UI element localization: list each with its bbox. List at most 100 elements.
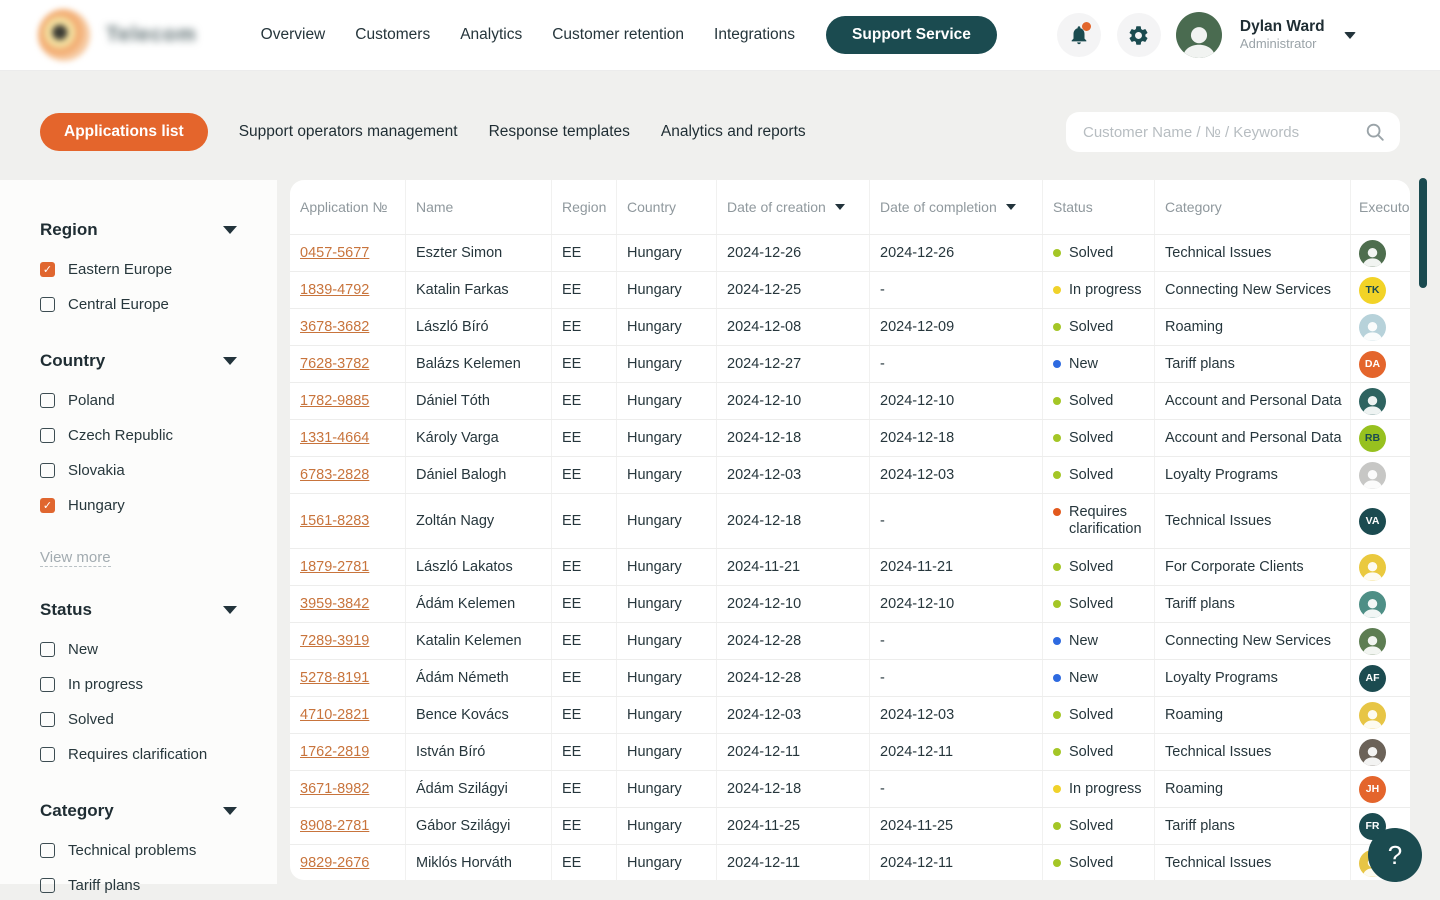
column-header-date-of-completion[interactable]: Date of completion [870, 180, 1043, 234]
checkbox-unchecked[interactable] [40, 642, 55, 657]
filter-section-header-category[interactable]: Category [40, 801, 237, 821]
filter-option-in-progress[interactable]: In progress [40, 671, 237, 698]
checkbox-unchecked[interactable] [40, 878, 55, 893]
checkbox-checked[interactable]: ✓ [40, 498, 55, 513]
support-service-button[interactable]: Support Service [826, 16, 997, 54]
application-number-link[interactable]: 1331-4664 [300, 430, 370, 446]
status-dot-icon [1053, 674, 1061, 682]
checkbox-unchecked[interactable] [40, 677, 55, 692]
help-button[interactable]: ? [1368, 828, 1422, 882]
filter-option-technical-problems[interactable]: Technical problems [40, 837, 237, 864]
cell-name: Dániel Tóth [406, 383, 552, 419]
application-number-link[interactable]: 1762-2819 [300, 744, 370, 760]
application-number-link[interactable]: 3678-3682 [300, 319, 370, 335]
sort-desc-icon[interactable] [834, 204, 845, 210]
executor-avatar [1359, 313, 1386, 341]
nav-item-analytics[interactable]: Analytics [460, 26, 523, 43]
table-row[interactable]: 5278-8191 Ádám Németh EE Hungary 2024-12-28-… [290, 659, 1410, 696]
cell-executor: AF [1351, 660, 1410, 696]
table-row[interactable]: 3959-3842 Ádám Kelemen EE Hungary 2024-12-10… [290, 585, 1410, 622]
tab-applications-list[interactable]: Applications list [40, 113, 208, 151]
filter-option-hungary[interactable]: ✓ Hungary [40, 492, 237, 519]
filter-option-poland[interactable]: Poland [40, 387, 237, 414]
cell-date-of-creation: 2024-12-11 [717, 845, 870, 880]
checkbox-unchecked[interactable] [40, 463, 55, 478]
table-row[interactable]: 1561-8283 Zoltán Nagy EE Hungary 2024-12-18-… [290, 493, 1410, 548]
filter-option-tariff-plans[interactable]: Tariff plans [40, 872, 237, 899]
scrollbar-thumb[interactable] [1419, 178, 1427, 288]
application-number-link[interactable]: 1839-4792 [300, 282, 370, 298]
nav-item-customers[interactable]: Customers [355, 26, 431, 43]
table-row[interactable]: 7628-3782 Balázs Kelemen EE Hungary 2024-12-… [290, 345, 1410, 382]
application-number-link[interactable]: 0457-5677 [300, 245, 370, 261]
filter-option-solved[interactable]: Solved [40, 706, 237, 733]
filter-option-label: New [68, 641, 99, 658]
application-number-link[interactable]: 1561-8283 [300, 513, 370, 529]
filter-option-central-europe[interactable]: Central Europe [40, 291, 237, 318]
column-header-category: Category [1155, 180, 1351, 234]
table-row[interactable]: 8908-2781 Gábor Szilágyi EE Hungary 2024-11-… [290, 807, 1410, 844]
search-icon[interactable] [1364, 121, 1386, 143]
checkbox-unchecked[interactable] [40, 712, 55, 727]
column-header-date-of-creation[interactable]: Date of creation [717, 180, 870, 234]
table-row[interactable]: 6783-2828 Dániel Balogh EE Hungary 2024-12-0… [290, 456, 1410, 493]
checkbox-unchecked[interactable] [40, 297, 55, 312]
application-number-link[interactable]: 7289-3919 [300, 633, 370, 649]
applications-table: Application № Name Region Country Date of cr… [290, 180, 1410, 880]
application-number-link[interactable]: 3959-3842 [300, 596, 370, 612]
notifications-button[interactable] [1056, 13, 1101, 57]
application-number-link[interactable]: 7628-3782 [300, 356, 370, 372]
table-row[interactable]: 9829-2676 Miklós Horváth EE Hungary 2024-12-… [290, 844, 1410, 880]
tab-support-operators-management[interactable]: Support operators management [238, 123, 458, 140]
chevron-down-icon[interactable] [223, 807, 237, 815]
checkbox-unchecked[interactable] [40, 428, 55, 443]
checkbox-checked[interactable]: ✓ [40, 262, 55, 277]
nav-item-customer-retention[interactable]: Customer retention [552, 26, 685, 43]
view-more-link[interactable]: View more [40, 549, 111, 567]
cell-region: EE [552, 697, 617, 733]
checkbox-unchecked[interactable] [40, 843, 55, 858]
application-number-link[interactable]: 3671-8982 [300, 781, 370, 797]
application-number-link[interactable]: 6783-2828 [300, 467, 370, 483]
chevron-down-icon[interactable] [223, 606, 237, 614]
filter-option-eastern-europe[interactable]: ✓ Eastern Europe [40, 256, 237, 283]
sort-desc-icon[interactable] [1005, 204, 1016, 210]
filter-option-slovakia[interactable]: Slovakia [40, 457, 237, 484]
status-label: Solved [1069, 393, 1114, 409]
table-row[interactable]: 1839-4792 Katalin Farkas EE Hungary 2024-12-… [290, 271, 1410, 308]
filter-section-header-country[interactable]: Country [40, 351, 237, 371]
table-row[interactable]: 1762-2819 István Bíró EE Hungary 2024-12-11 2… [290, 733, 1410, 770]
table-row[interactable]: 7289-3919 Katalin Kelemen EE Hungary 2024-12… [290, 622, 1410, 659]
user-menu-chevron-icon[interactable] [1343, 31, 1356, 39]
filter-option-requires-clarification[interactable]: Requires clarification [40, 741, 237, 768]
filter-section-header-status[interactable]: Status [40, 600, 237, 620]
table-row[interactable]: 1782-9885 Dániel Tóth EE Hungary 2024-12-10 2… [290, 382, 1410, 419]
application-number-link[interactable]: 1782-9885 [300, 393, 370, 409]
chevron-down-icon[interactable] [223, 357, 237, 365]
settings-button[interactable] [1116, 13, 1161, 57]
application-number-link[interactable]: 1879-2781 [300, 559, 370, 575]
chevron-down-icon[interactable] [223, 226, 237, 234]
table-row[interactable]: 0457-5677 Eszter Simon EE Hungary 2024-12-26… [290, 234, 1410, 271]
application-number-link[interactable]: 8908-2781 [300, 818, 370, 834]
table-row[interactable]: 1331-4664 Károly Varga EE Hungary 2024-12-18… [290, 419, 1410, 456]
application-number-link[interactable]: 5278-8191 [300, 670, 370, 686]
filter-section-header-region[interactable]: Region [40, 220, 237, 240]
table-row[interactable]: 1879-2781 László Lakatos EE Hungary 2024-11-… [290, 548, 1410, 585]
search-input[interactable] [1083, 123, 1364, 141]
filter-option-new[interactable]: New [40, 636, 237, 663]
application-number-link[interactable]: 9829-2676 [300, 855, 370, 871]
cell-status: Solved [1043, 845, 1155, 880]
nav-item-integrations[interactable]: Integrations [714, 26, 796, 43]
table-row[interactable]: 3671-8982 Ádám Szilágyi EE Hungary 2024-12-1… [290, 770, 1410, 807]
checkbox-unchecked[interactable] [40, 747, 55, 762]
tab-analytics-and-reports[interactable]: Analytics and reports [660, 123, 806, 140]
application-number-link[interactable]: 4710-2821 [300, 707, 370, 723]
table-row[interactable]: 3678-3682 László Bíró EE Hungary 2024-12-08 2… [290, 308, 1410, 345]
user-avatar[interactable] [1175, 12, 1222, 58]
nav-item-overview[interactable]: Overview [260, 26, 326, 43]
table-row[interactable]: 4710-2821 Bence Kovács EE Hungary 2024-12-03… [290, 696, 1410, 733]
checkbox-unchecked[interactable] [40, 393, 55, 408]
filter-option-czech-republic[interactable]: Czech Republic [40, 422, 237, 449]
tab-response-templates[interactable]: Response templates [488, 123, 630, 140]
